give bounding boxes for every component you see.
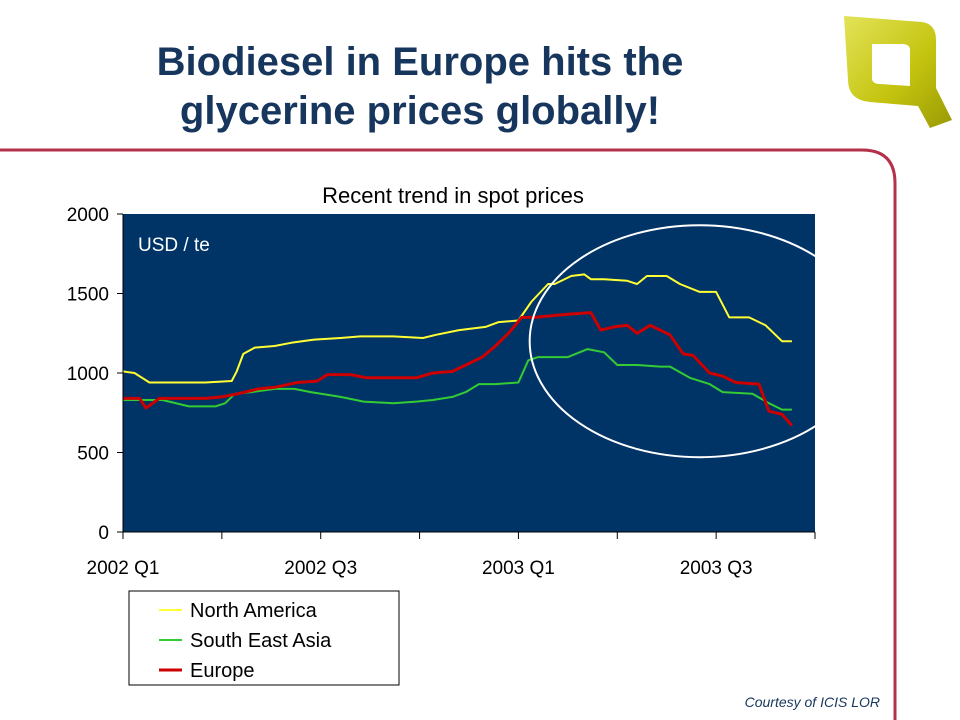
series-line-europe — [123, 311, 794, 427]
slide-title-line-1: Biodiesel in Europe hits the — [156, 40, 684, 84]
y-tick-label: 1500 — [67, 285, 109, 306]
legend-label: Europe — [190, 660, 255, 682]
series-line-north-america — [122, 273, 792, 384]
legend-label: North America — [190, 600, 318, 622]
slide-title-line-2: glycerine prices globally! — [179, 89, 661, 133]
slide-title: Biodiesel in Europe hits the glycerine p… — [90, 38, 750, 136]
y-tick-label: 1000 — [67, 364, 109, 385]
y-tick-label: 500 — [77, 444, 109, 465]
plot-area — [123, 214, 815, 532]
x-tick-label: 2002 Q1 — [87, 558, 160, 579]
x-tick-label: 2003 Q1 — [482, 558, 555, 579]
y-tick-label: 0 — [98, 523, 109, 544]
chart-title: Recent trend in spot prices — [322, 183, 584, 208]
unit-annotation: USD / te — [138, 235, 210, 256]
highlight-circle — [528, 224, 871, 459]
q-logo-icon — [844, 16, 952, 128]
legend-label: South East Asia — [190, 630, 332, 652]
x-tick-label: 2003 Q3 — [680, 558, 753, 579]
x-tick-label: 2002 Q3 — [284, 558, 357, 579]
y-tick-label: 2000 — [67, 205, 109, 226]
source-credit: Courtesy of ICIS LOR — [744, 694, 880, 710]
